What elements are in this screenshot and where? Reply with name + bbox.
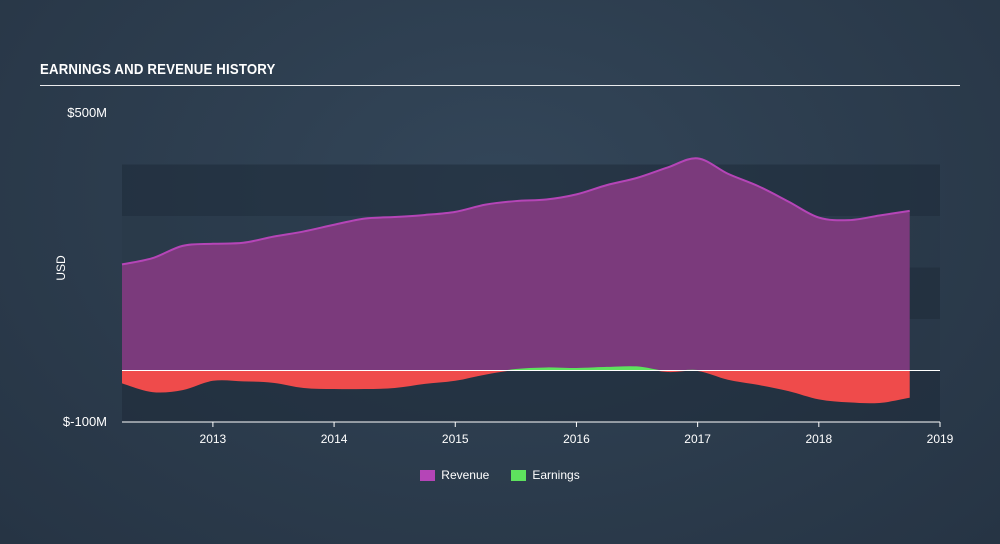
revenue-area [122, 158, 910, 371]
y-axis-label: USD [54, 255, 68, 281]
earnings-area-negative [122, 370, 910, 404]
legend-label-earnings: Earnings [532, 468, 580, 482]
chart-title: EARNINGS AND REVENUE HISTORY [40, 61, 276, 78]
series-areas [121, 157, 910, 404]
legend-swatch-revenue [420, 469, 436, 481]
axes [122, 370, 941, 427]
legend-label-revenue: Revenue [441, 468, 490, 482]
legend-swatch-earnings [511, 469, 527, 481]
legend-item-earnings[interactable]: Earnings [511, 468, 580, 482]
x-tick-label-2018: 2018 [805, 432, 832, 446]
x-tick-label-2015: 2015 [442, 432, 469, 446]
legend-item-revenue[interactable]: Revenue [420, 468, 489, 482]
legend: Revenue Earnings [0, 468, 1000, 482]
y-tick-label-bottom: $-100M [63, 414, 107, 429]
x-tick-label-2013: 2013 [200, 432, 227, 446]
x-tick-label-2016: 2016 [563, 432, 590, 446]
axis-labels: 2013 2014 2015 2016 2017 2018 2019 $500M $-100M U… [54, 105, 954, 446]
earnings-line-positive [503, 366, 701, 371]
x-tick-label-2017: 2017 [684, 432, 711, 446]
x-tick-label-2014: 2014 [321, 432, 348, 446]
x-tick-label-2019: 2019 [927, 432, 954, 446]
y-tick-label-top: $500M [67, 105, 107, 120]
title-divider [40, 85, 960, 86]
revenue-line [121, 157, 910, 266]
